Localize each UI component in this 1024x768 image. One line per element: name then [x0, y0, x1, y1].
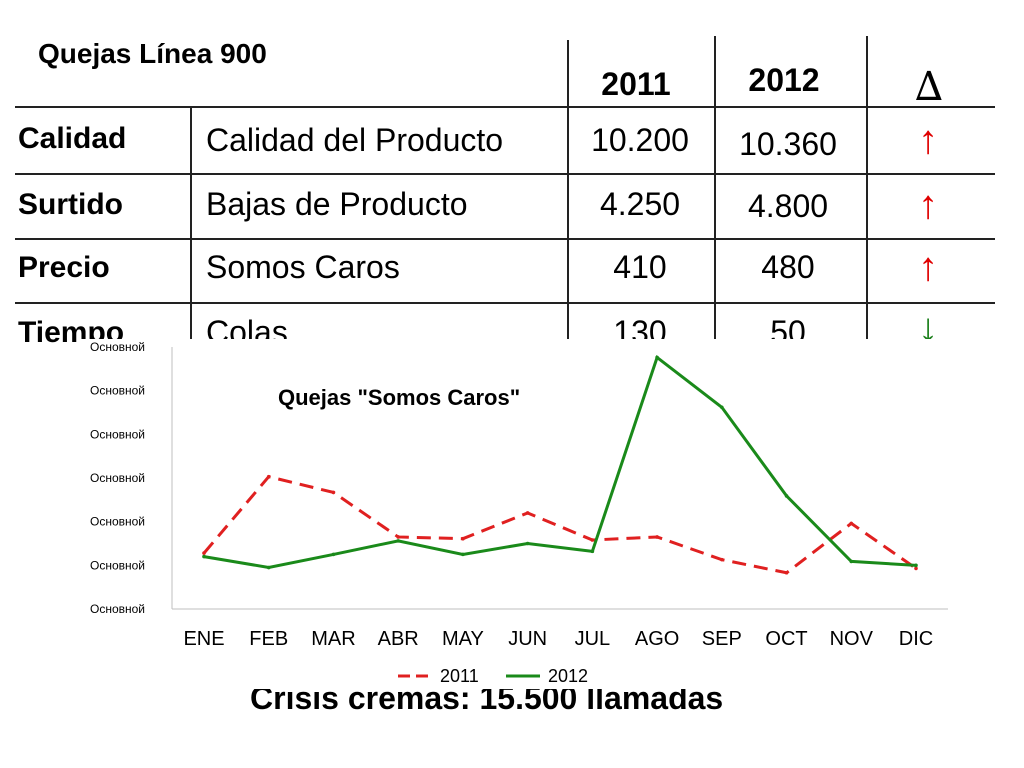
data-point-2012	[525, 541, 530, 546]
data-point-2012	[202, 554, 206, 559]
table-divider	[567, 40, 569, 346]
data-point-2011	[331, 490, 336, 495]
row-value-2011: 4.250	[599, 186, 681, 222]
x-tick-label: JUN	[508, 628, 547, 650]
x-tick-label: NOV	[830, 628, 874, 650]
data-point-2011	[720, 557, 724, 562]
x-tick-label: MAY	[442, 628, 484, 650]
chart-panel: Основной Основной Основной Основной Основной…	[78, 339, 958, 689]
data-point-2012	[396, 539, 400, 543]
x-tick-label: DIC	[899, 628, 933, 650]
chart-legend: 2011 2012	[398, 666, 588, 686]
row-value-2011: 10.200	[591, 122, 689, 158]
x-tick-label: FEB	[249, 628, 288, 650]
row-description: Somos Caros	[206, 249, 400, 285]
x-tick-label: MAR	[311, 628, 355, 650]
table-divider	[714, 36, 716, 346]
data-point-2012	[331, 552, 336, 557]
x-tick-label: ABR	[378, 628, 419, 650]
table-divider	[190, 106, 192, 346]
row-category: Calidad	[18, 122, 127, 155]
row-value-2012: 480	[761, 249, 815, 285]
line-chart: Основной Основной Основной Основной Основной…	[78, 339, 958, 689]
y-tick-label: Основной	[90, 340, 145, 354]
chart-background	[78, 339, 958, 689]
table-rule	[15, 238, 995, 240]
y-tick-label: Основной	[90, 558, 145, 572]
data-point-2011	[914, 566, 918, 571]
table-rule	[15, 302, 995, 304]
data-point-2012	[461, 552, 465, 557]
y-tick-label: Основной	[90, 515, 145, 529]
row-value-2012: 4.800	[747, 188, 829, 224]
table-rule	[15, 173, 995, 175]
data-point-2011	[784, 570, 789, 575]
year-2011-header: 2011	[601, 66, 671, 102]
chart-title: Quejas "Somos Caros"	[278, 385, 520, 410]
table-rule	[15, 106, 995, 108]
row-value-2011: 410	[613, 249, 667, 285]
data-point-2011	[655, 535, 659, 539]
data-point-2011	[525, 511, 530, 515]
data-point-2011	[590, 538, 595, 542]
data-point-2012	[849, 559, 854, 564]
row-category: Precio	[18, 251, 110, 284]
data-point-2011	[849, 521, 854, 526]
y-tick-label: Основной	[90, 602, 145, 616]
arrow-up-icon: ↑	[918, 118, 938, 162]
data-point-2012	[590, 549, 595, 554]
y-tick-label: Основной	[90, 471, 145, 485]
row-description: Bajas de Producto	[206, 186, 468, 222]
data-point-2012	[266, 565, 271, 570]
arrow-up-icon: ↑	[918, 245, 938, 289]
data-point-2012	[914, 563, 918, 568]
series-line-2012	[203, 355, 917, 570]
year-2012-header: 2012	[748, 62, 820, 98]
arrow-up-icon: ↑	[918, 183, 938, 227]
series-line-2011	[202, 475, 917, 575]
y-tick-label: Основной	[90, 384, 145, 398]
data-point-2012	[720, 405, 724, 410]
x-tick-label: SEP	[702, 628, 742, 650]
row-value-2012: 10.360	[739, 126, 837, 162]
legend-label-2012: 2012	[548, 666, 588, 686]
legend-label-2011: 2011	[440, 666, 479, 686]
table-divider	[866, 36, 868, 346]
x-tick-label: AGO	[635, 628, 679, 650]
data-point-2011	[461, 536, 465, 541]
data-point-2012	[655, 355, 659, 360]
data-point-2011	[396, 535, 400, 539]
data-point-2011	[266, 474, 271, 479]
table-title: Quejas Línea 900	[38, 38, 267, 69]
data-point-2011	[202, 551, 206, 555]
x-tick-label: JUL	[575, 628, 611, 650]
row-description: Calidad del Producto	[206, 122, 504, 158]
y-tick-label: Основной	[90, 427, 145, 441]
data-point-2012	[784, 494, 789, 498]
row-category: Surtido	[18, 188, 123, 221]
x-tick-label: OCT	[765, 628, 807, 650]
x-tick-label: ENE	[183, 628, 224, 650]
delta-header: ∆	[915, 64, 943, 110]
